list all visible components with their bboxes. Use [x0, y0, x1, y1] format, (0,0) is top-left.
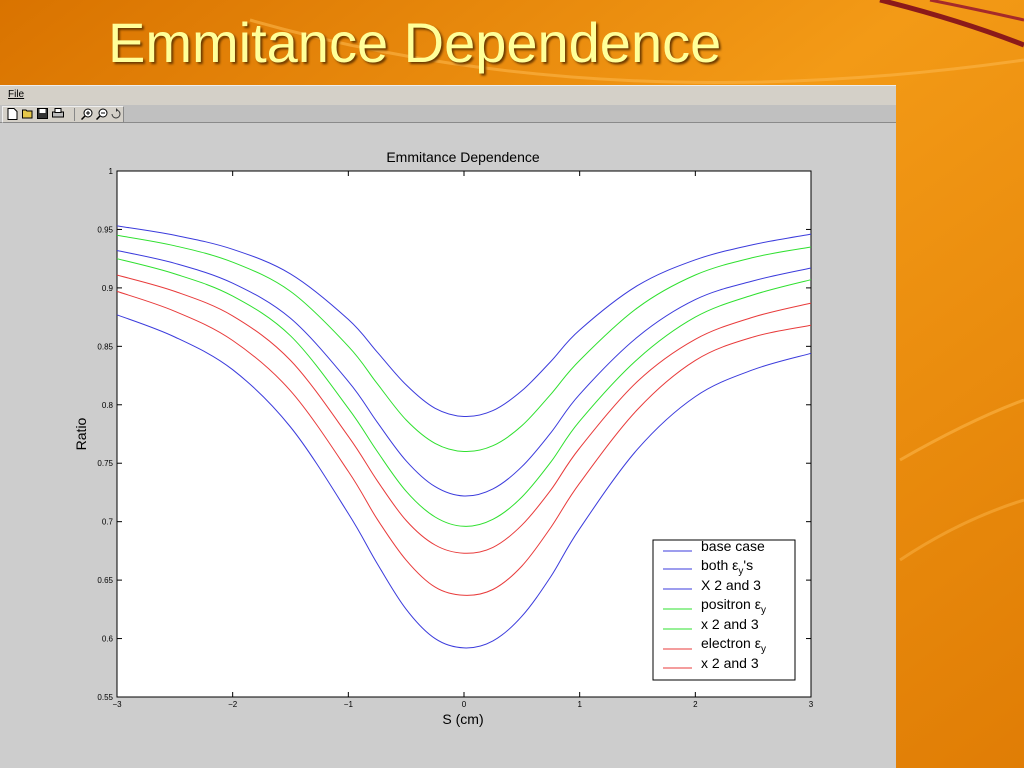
x-tick-label: −3 — [112, 700, 122, 709]
y-tick-label: 0.7 — [102, 518, 114, 527]
y-tick-label: 0.6 — [102, 635, 114, 644]
y-axis-label: Ratio — [73, 417, 89, 450]
legend-label: x 2 and 3 — [701, 655, 759, 671]
legend-label: electron εy — [701, 635, 766, 655]
toolbar-separator — [74, 108, 75, 121]
open-folder-icon[interactable] — [21, 108, 34, 121]
x-tick-label: 3 — [809, 700, 814, 709]
toolbar — [0, 105, 896, 123]
menu-file[interactable]: File — [8, 89, 25, 100]
save-icon[interactable] — [36, 108, 49, 121]
series-line-3 — [116, 314, 812, 649]
y-tick-label: 0.85 — [97, 342, 113, 351]
y-tick-label: 1 — [109, 167, 114, 176]
series-line-2 — [116, 250, 812, 497]
series-line-5 — [116, 258, 812, 527]
x-tick-label: 1 — [577, 700, 582, 709]
figure-window: File — [0, 85, 896, 768]
series-line-6 — [116, 274, 812, 554]
legend-label: base case — [701, 538, 765, 554]
legend-box — [652, 539, 796, 681]
y-tick-label: 0.9 — [102, 284, 114, 293]
legend-label: x 2 and 3 — [701, 616, 759, 632]
print-icon[interactable] — [51, 108, 64, 121]
series-line-7 — [116, 290, 812, 596]
y-tick-label: 0.65 — [97, 576, 113, 585]
x-axis-label: S (cm) — [442, 711, 483, 727]
rotate-icon[interactable] — [109, 108, 122, 121]
zoom-out-icon[interactable] — [95, 108, 108, 121]
x-tick-label: 0 — [462, 700, 467, 709]
toolbar-button-group — [2, 106, 124, 123]
zoom-in-icon[interactable] — [80, 108, 93, 121]
y-tick-label: 0.55 — [97, 693, 113, 702]
chart-title: Emmitance Dependence — [386, 149, 540, 165]
y-tick-label: 0.8 — [102, 401, 114, 410]
series-line-1 — [116, 225, 812, 418]
series-lines — [116, 225, 812, 649]
series-line-4 — [116, 234, 812, 453]
new-file-icon[interactable] — [6, 108, 19, 121]
slide-title: Emmitance Dependence — [108, 11, 722, 74]
y-tick-label: 0.95 — [97, 225, 113, 234]
y-tick-label: 0.75 — [97, 459, 113, 468]
x-tick-label: −1 — [344, 700, 354, 709]
x-tick-label: 2 — [693, 700, 698, 709]
x-tick-label: −2 — [228, 700, 238, 709]
legend-label: X 2 and 3 — [701, 577, 761, 593]
line-chart: Emmitance Dependence S (cm) Ratio −3 −2 −1… — [73, 149, 814, 727]
axis-ticks: −3 −2 −1 0 1 2 3 0.55 0.6 0.65 0.7 0.75 0.8 0.85 0.9 0.… — [97, 167, 813, 709]
legend-label: positron εy — [701, 596, 766, 616]
